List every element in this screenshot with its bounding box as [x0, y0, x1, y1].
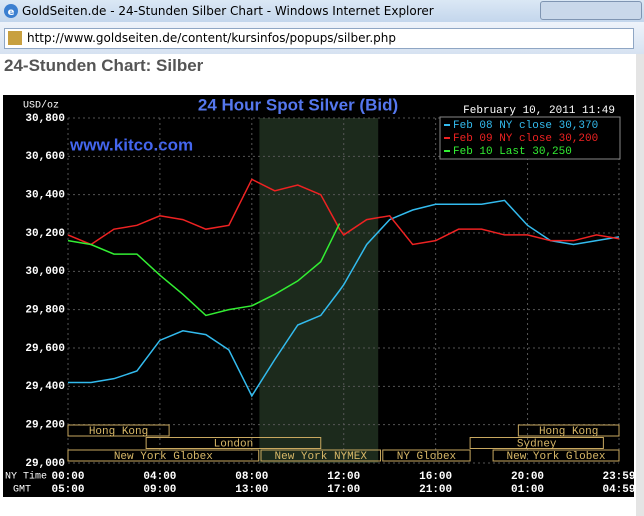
chart: 24 Hour Spot Silver (Bid) USD/oz Februar… [3, 95, 634, 497]
x-tick-label: 12:00 [327, 471, 360, 483]
session-bar [67, 449, 260, 462]
x2-tick-label: 01:00 [511, 484, 544, 496]
window-buttons[interactable] [540, 1, 642, 20]
series-line [67, 178, 620, 246]
session-bar [517, 424, 620, 437]
session-label: New York Globex [507, 451, 606, 463]
legend-label: Feb 10 Last 30,250 [453, 146, 572, 158]
url: http://www.goldseiten.de/content/kursinf… [27, 31, 397, 45]
session-bar [469, 437, 604, 449]
session-label: Sydney [517, 438, 557, 450]
x-tick-label: 20:00 [511, 471, 544, 483]
x-row-label: GMT [13, 485, 31, 496]
y-tick-label: 30,400 [25, 190, 65, 202]
x-tick-label: 00:00 [51, 471, 84, 483]
y-tick-label: 30,800 [25, 113, 65, 125]
session-bar [492, 449, 620, 462]
legend-label: Feb 08 NY close 30,370 [453, 120, 598, 132]
y-tick-label: 29,400 [25, 381, 65, 393]
chart-title: 24 Hour Spot Silver (Bid) [198, 95, 398, 114]
session-label: New York Globex [114, 451, 213, 463]
session-label: Hong Kong [89, 426, 148, 438]
session-bar [260, 449, 381, 462]
x-row-label: NY Time [5, 471, 47, 483]
address-bar: http://www.goldseiten.de/content/kursinf… [0, 22, 644, 54]
x2-tick-label: 05:00 [51, 484, 84, 496]
y-tick-label: 30,000 [25, 266, 65, 278]
x-tick-label: 08:00 [235, 471, 268, 483]
session-label: Hong Kong [539, 426, 598, 438]
x-tick-label: 04:00 [143, 471, 176, 483]
series-line [67, 223, 341, 317]
title-bar: e GoldSeiten.de - 24-Stunden Silber Char… [0, 0, 644, 22]
session-label: London [214, 438, 254, 450]
y-tick-label: 30,200 [25, 228, 65, 240]
x2-tick-label: 17:00 [327, 484, 360, 496]
x2-tick-label: 09:00 [143, 484, 176, 496]
page-heading: 24-Stunden Chart: Silber [4, 56, 204, 75]
session-shade [259, 118, 379, 463]
timestamp: February 10, 2011 11:49 [463, 105, 615, 117]
legend-label: Feb 09 NY close 30,200 [453, 133, 598, 145]
session-bar [145, 437, 322, 449]
legend-box [439, 116, 621, 160]
y-tick-label: 29,000 [25, 458, 65, 470]
y-tick-label: 29,800 [25, 305, 65, 317]
x2-tick-label: 21:00 [419, 484, 452, 496]
y-tick-label: 30,600 [25, 151, 65, 163]
series-line [68, 199, 620, 398]
y-axis-label: USD/oz [23, 100, 59, 112]
favicon [8, 31, 22, 45]
ie-icon: e [4, 4, 18, 18]
session-label: New York NYMEX [275, 451, 368, 463]
x-tick-label: 23:59 [602, 471, 634, 483]
window-title: GoldSeiten.de - 24-Stunden Silber Chart … [22, 4, 434, 18]
session-bar [382, 449, 471, 462]
session-bar [67, 424, 170, 437]
svg-text:e: e [8, 7, 15, 18]
scrollbar[interactable] [636, 54, 644, 516]
session-label: NY Globex [397, 451, 457, 463]
y-tick-label: 29,200 [25, 420, 65, 432]
x2-tick-label: 04:59 [602, 484, 634, 496]
y-tick-label: 29,600 [25, 343, 65, 355]
watermark: www.kitco.com [69, 135, 193, 154]
url-field[interactable]: http://www.goldseiten.de/content/kursinf… [4, 28, 634, 49]
x-tick-label: 16:00 [419, 471, 452, 483]
x2-tick-label: 13:00 [235, 484, 268, 496]
